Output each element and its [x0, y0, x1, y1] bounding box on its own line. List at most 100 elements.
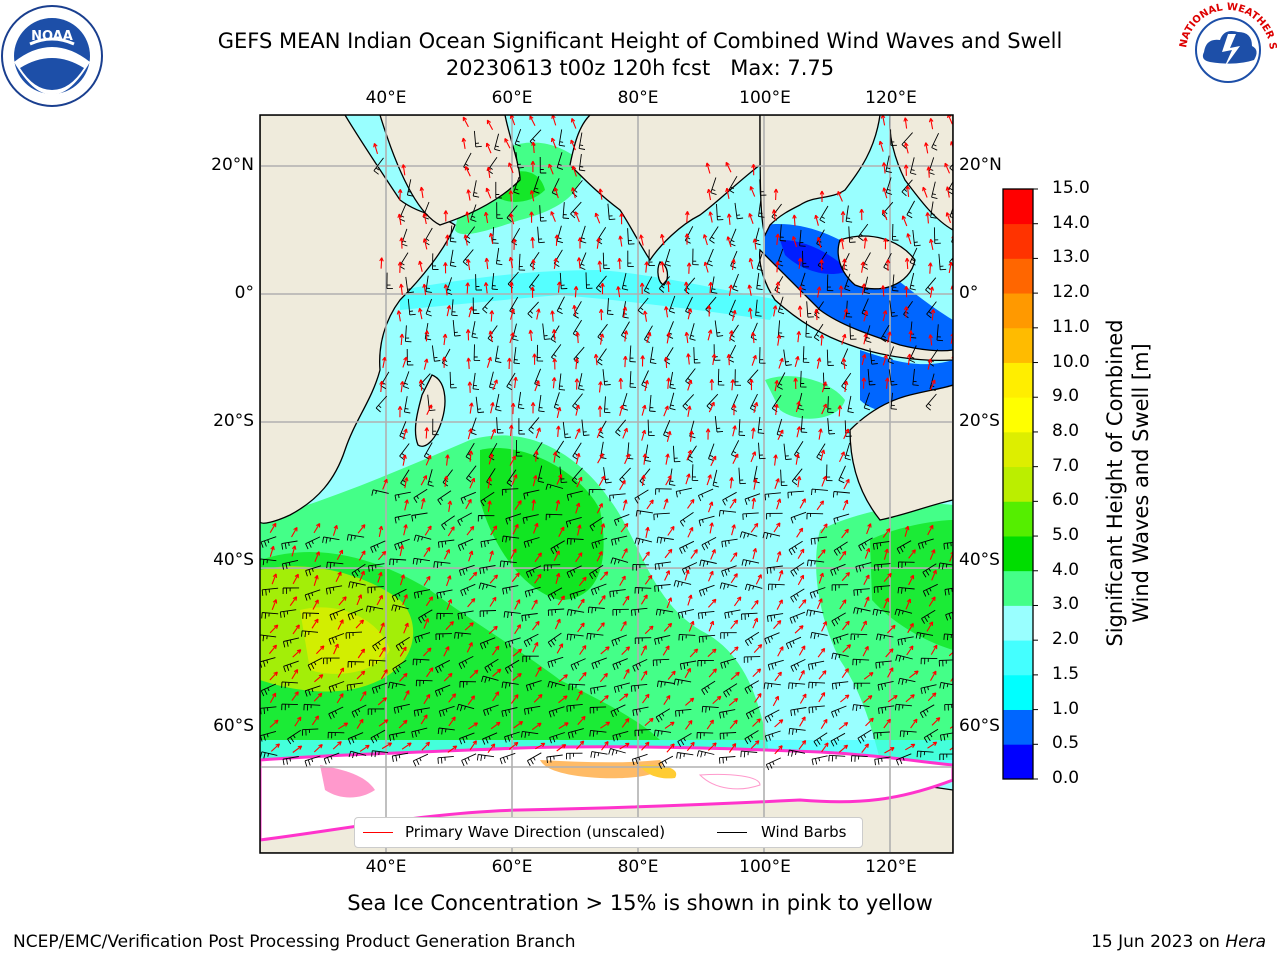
wave-direction-arrow	[484, 257, 490, 270]
chart-title: GEFS MEAN Indian Ocean Significant Heigh…	[0, 28, 1280, 82]
wave-direction-arrow	[578, 576, 587, 587]
wind-barb	[501, 681, 519, 689]
wave-direction-arrow	[882, 354, 888, 366]
wind-barb	[527, 301, 539, 319]
wave-direction-arrow	[510, 694, 519, 704]
wave-direction-arrow	[552, 358, 557, 370]
wave-direction-arrow	[447, 500, 453, 512]
wave-direction-arrow	[312, 599, 319, 610]
colorbar-segment	[1003, 605, 1033, 641]
wave-direction-arrow	[596, 622, 605, 632]
wind-barb	[763, 682, 781, 690]
colorbar-segment	[1003, 744, 1033, 780]
wave-direction-arrow	[512, 238, 517, 250]
wave-direction-arrow	[488, 550, 494, 562]
wind-barb	[260, 730, 277, 742]
wind-barb	[494, 345, 502, 363]
wind-barb	[939, 753, 953, 761]
wave-direction-arrow	[550, 137, 557, 149]
wind-barb	[603, 467, 612, 484]
wind-barb	[931, 133, 940, 151]
wave-direction-arrow	[776, 551, 782, 563]
wave-direction-arrow	[726, 353, 732, 366]
wind-barb	[897, 586, 915, 594]
wind-barb	[482, 732, 498, 745]
wave-direction-arrow	[690, 549, 698, 559]
wind-barb	[347, 661, 365, 668]
wave-direction-arrow	[778, 357, 784, 369]
wave-direction-arrow	[773, 188, 779, 201]
wave-direction-arrow	[422, 283, 427, 296]
wave-direction-arrow	[751, 497, 757, 509]
wave-direction-arrow	[881, 209, 888, 221]
wave-direction-arrow	[446, 305, 452, 317]
wind-barb	[936, 324, 944, 342]
wave-direction-arrow	[639, 282, 645, 295]
wave-direction-arrow	[399, 333, 405, 346]
wave-direction-arrow	[929, 549, 936, 560]
wave-direction-arrow	[269, 692, 277, 704]
wind-barb	[368, 563, 385, 572]
wind-barb	[304, 685, 321, 697]
wind-barb	[887, 346, 895, 365]
wind-barb	[790, 562, 805, 577]
wave-direction-arrow	[534, 380, 540, 392]
wave-direction-arrow	[445, 575, 452, 587]
wave-direction-arrow	[398, 719, 408, 729]
wind-barb	[819, 205, 829, 224]
wind-barb	[921, 609, 936, 624]
wave-direction-arrow	[945, 186, 951, 198]
wave-direction-arrow	[314, 551, 320, 563]
wind-barb	[403, 396, 411, 414]
wind-barb	[375, 395, 388, 413]
wave-direction-arrow	[377, 571, 383, 583]
wind-barb	[391, 588, 407, 602]
tick-top-120e: 120°E	[865, 88, 917, 108]
wave-direction-arrow	[443, 475, 449, 487]
wind-barb	[655, 608, 674, 616]
wind-barb	[831, 584, 849, 591]
colorbar-segment	[1003, 570, 1033, 606]
wind-barb	[302, 612, 320, 620]
wind-barb	[652, 658, 670, 667]
wind-barb	[407, 298, 416, 316]
wave-direction-arrow	[771, 209, 777, 221]
wave-direction-arrow	[798, 669, 805, 681]
wind-barb	[669, 392, 676, 411]
wind-barb	[413, 488, 428, 504]
wind-barb	[745, 705, 761, 720]
wave-direction-arrow	[708, 401, 715, 413]
wind-barb	[496, 202, 503, 219]
colorbar-tick-label: 9.0	[1052, 386, 1080, 407]
wave-direction-arrow	[929, 286, 935, 298]
wave-direction-arrow	[820, 449, 826, 461]
wind-barb	[548, 706, 565, 718]
wave-direction-arrow	[397, 261, 403, 273]
wind-barb	[437, 755, 454, 764]
wave-direction-arrow	[623, 330, 629, 342]
wave-direction-arrow	[644, 717, 654, 727]
wave-direction-arrow	[799, 693, 807, 704]
wave-direction-arrow	[842, 644, 852, 653]
wave-direction-arrow	[404, 499, 409, 511]
wind-barb	[506, 372, 516, 391]
wave-direction-arrow	[332, 741, 342, 750]
wind-barb	[503, 611, 521, 618]
wave-direction-arrow	[840, 694, 850, 703]
wind-barb	[853, 682, 871, 690]
wave-direction-arrow	[797, 548, 805, 559]
wind-barb	[427, 469, 434, 487]
wave-direction-arrow	[687, 594, 693, 606]
wind-barb	[857, 729, 872, 744]
wind-barb	[634, 637, 652, 645]
wave-direction-arrow	[489, 596, 497, 607]
wind-barb	[370, 540, 386, 553]
wave-direction-arrow	[905, 598, 912, 610]
wave-direction-arrow	[641, 429, 647, 441]
wind-barb	[502, 585, 519, 595]
wind-barb	[543, 564, 561, 572]
wave-direction-arrow	[492, 668, 502, 677]
wind-barb	[405, 276, 414, 294]
wave-direction-arrow	[904, 525, 910, 537]
wind-barb	[853, 607, 871, 615]
